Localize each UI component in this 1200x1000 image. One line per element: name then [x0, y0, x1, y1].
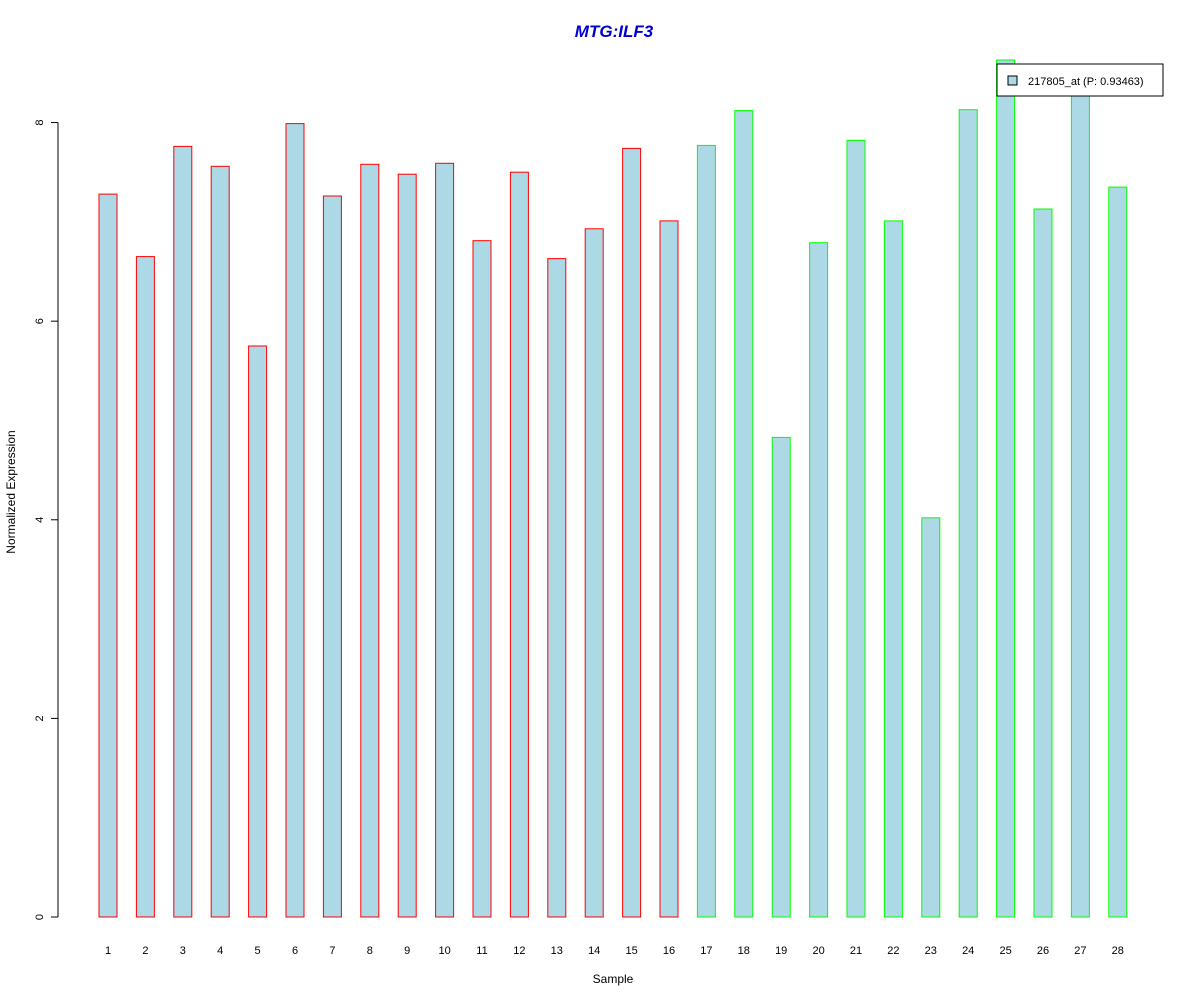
- bar-sample-21: [846, 139, 866, 918]
- bar-sample-11: [472, 240, 492, 918]
- bar-sample-15: [622, 147, 642, 918]
- x-tick-label: 22: [887, 945, 899, 957]
- x-tick-label: 26: [1037, 945, 1049, 957]
- x-tick-label: 8: [367, 945, 373, 957]
- x-tick-label: 12: [513, 945, 525, 957]
- bar-sample-9: [397, 173, 417, 918]
- x-axis-label: Sample: [593, 972, 634, 986]
- x-axis-tick-labels: 1 2 3 4 5 6 7 8 9 10 11 12 13 14 15 16 17 18 19 20 21 22 23 24 2…: [105, 945, 1124, 957]
- y-tick-label: 6: [34, 318, 46, 324]
- x-tick-label: 9: [404, 945, 410, 957]
- x-tick-label: 17: [700, 945, 712, 957]
- bar-sample-13: [547, 258, 567, 918]
- bar-sample-27: [1070, 86, 1090, 918]
- x-tick-label: 4: [217, 945, 223, 957]
- x-tick-label: 7: [329, 945, 335, 957]
- x-tick-label: 18: [738, 945, 750, 957]
- x-tick-label: 6: [292, 945, 298, 957]
- bar-sample-1: [98, 193, 118, 918]
- x-tick-label: 3: [180, 945, 186, 957]
- legend: 217805_at (P: 0.93463): [996, 63, 1164, 97]
- x-tick-label: 13: [551, 945, 563, 957]
- x-tick-label: 1: [105, 945, 111, 957]
- x-tick-label: 23: [925, 945, 937, 957]
- bar-sample-2: [135, 256, 155, 918]
- bar-sample-16: [659, 220, 679, 918]
- x-tick-label: 19: [775, 945, 787, 957]
- x-tick-label: 25: [999, 945, 1011, 957]
- y-axis-ticks: 0 2 4 6 8: [34, 119, 58, 920]
- y-tick-label: 8: [34, 119, 46, 125]
- y-tick-label: 4: [34, 517, 46, 523]
- bar-sample-7: [322, 195, 342, 918]
- bar-sample-6: [285, 123, 305, 918]
- chart-title: MTG:ILF3: [575, 22, 654, 41]
- y-axis-label: Normalized Expression: [4, 430, 18, 553]
- bar-sample-24: [958, 109, 978, 918]
- bar-sample-5: [248, 345, 268, 918]
- x-tick-label: 5: [255, 945, 261, 957]
- bar-sample-25: [996, 59, 1016, 918]
- bar-sample-20: [809, 242, 829, 918]
- x-tick-label: 27: [1074, 945, 1086, 957]
- bar-sample-17: [696, 144, 716, 918]
- bar-series: [98, 59, 1128, 918]
- x-tick-label: 16: [663, 945, 675, 957]
- x-tick-label: 14: [588, 945, 600, 957]
- bar-sample-3: [173, 145, 193, 918]
- bar-sample-10: [435, 162, 455, 918]
- legend-label: 217805_at (P: 0.93463): [1028, 76, 1144, 88]
- bar-sample-4: [210, 165, 230, 918]
- bar-sample-28: [1108, 186, 1128, 918]
- y-tick-label: 2: [34, 715, 46, 721]
- x-tick-label: 28: [1112, 945, 1124, 957]
- bar-sample-12: [509, 171, 529, 918]
- x-tick-label: 24: [962, 945, 974, 957]
- bar-sample-19: [771, 436, 791, 918]
- bar-sample-26: [1033, 208, 1053, 918]
- legend-swatch: [1007, 75, 1018, 86]
- x-tick-label: 11: [476, 945, 487, 957]
- x-tick-label: 21: [850, 945, 862, 957]
- bar-sample-22: [883, 220, 903, 918]
- y-tick-label: 0: [34, 914, 46, 920]
- bar-sample-18: [734, 110, 754, 918]
- bar-sample-14: [584, 228, 604, 918]
- bar-sample-23: [921, 517, 941, 918]
- x-tick-label: 15: [625, 945, 637, 957]
- legend-box: [996, 63, 1164, 97]
- x-tick-label: 20: [812, 945, 824, 957]
- x-tick-label: 10: [438, 945, 450, 957]
- x-tick-label: 2: [142, 945, 148, 957]
- bar-sample-8: [360, 163, 380, 918]
